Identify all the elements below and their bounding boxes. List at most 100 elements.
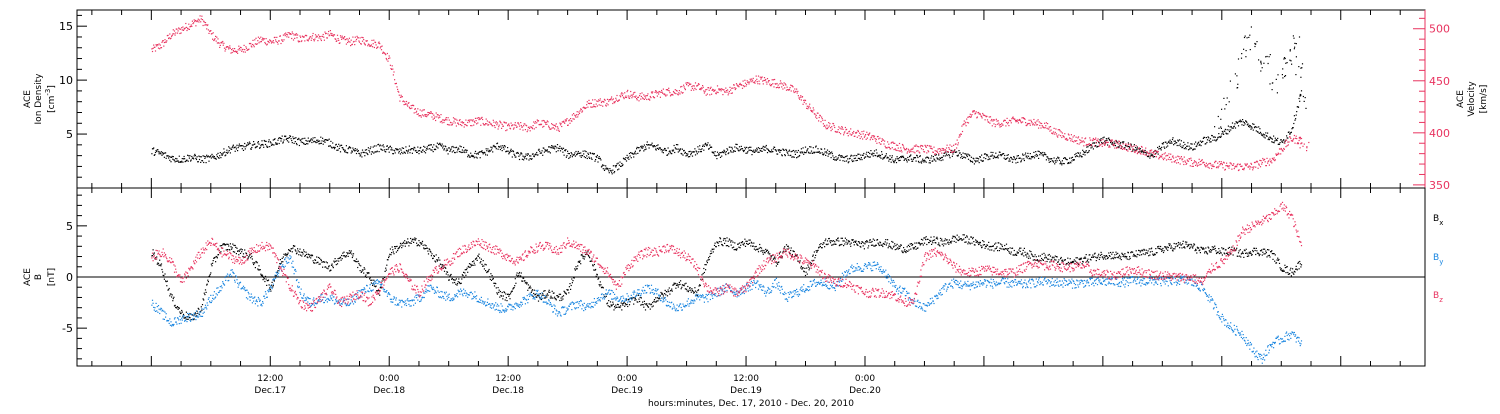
density-point: [942, 157, 943, 158]
density-point: [995, 153, 996, 154]
velocity-point: [571, 121, 572, 122]
velocity-point: [996, 121, 997, 122]
bx-point: [236, 253, 237, 254]
velocity-point: [705, 89, 706, 90]
velocity-point: [279, 40, 280, 41]
velocity-point: [780, 80, 781, 81]
velocity-point: [267, 44, 268, 45]
density-point: [522, 159, 523, 160]
density-point: [1263, 63, 1264, 64]
velocity-point: [328, 31, 329, 32]
bx-point: [203, 298, 204, 299]
density-point: [1249, 125, 1250, 126]
density-point: [296, 144, 297, 145]
bx-point: [589, 257, 590, 258]
density-point: [881, 151, 882, 152]
density-point: [316, 142, 317, 143]
density-point: [1029, 158, 1030, 159]
velocity-point: [684, 88, 685, 89]
density-point: [922, 159, 923, 160]
velocity-point: [644, 96, 645, 97]
density-point: [182, 162, 183, 163]
velocity-point: [625, 97, 626, 98]
velocity-point: [1301, 142, 1302, 143]
velocity-point: [748, 83, 749, 84]
bx-point: [333, 267, 334, 268]
velocity-point: [258, 42, 259, 43]
density-point: [748, 147, 749, 148]
bx-point: [518, 275, 519, 276]
velocity-point: [561, 123, 562, 124]
density-point: [272, 144, 273, 145]
density-point: [492, 151, 493, 152]
bx-point: [321, 262, 322, 263]
density-point: [625, 157, 626, 158]
bx-point: [399, 247, 400, 248]
density-point: [1033, 156, 1034, 157]
density-point: [247, 142, 248, 143]
bx-point: [434, 256, 435, 257]
velocity-point: [285, 33, 286, 34]
velocity-point: [982, 117, 983, 118]
velocity-point: [443, 119, 444, 120]
velocity-point: [607, 99, 608, 100]
density-point: [552, 147, 553, 148]
velocity-point: [1007, 118, 1008, 119]
velocity-point: [722, 89, 723, 90]
velocity-point: [1271, 160, 1272, 161]
density-point: [1276, 79, 1277, 80]
density-point: [1159, 146, 1160, 147]
velocity-point: [614, 102, 615, 103]
density-point: [707, 142, 708, 143]
velocity-point: [327, 33, 328, 34]
density-point: [1089, 150, 1090, 151]
density-point: [206, 162, 207, 163]
density-point: [580, 155, 581, 156]
bx-point: [241, 251, 242, 252]
density-point: [401, 152, 402, 153]
velocity-point: [598, 99, 599, 100]
velocity-point: [1290, 138, 1291, 139]
bx-point: [546, 295, 547, 296]
bx-point: [466, 269, 467, 270]
velocity-point: [845, 127, 846, 128]
velocity-point: [754, 83, 755, 84]
velocity-point: [368, 44, 369, 45]
density-point: [358, 150, 359, 151]
velocity-point: [1175, 157, 1176, 158]
density-point: [905, 158, 906, 159]
velocity-point: [958, 137, 959, 138]
velocity-point: [893, 143, 894, 144]
density-point: [457, 149, 458, 150]
velocity-point: [796, 89, 797, 90]
velocity-point: [551, 123, 552, 124]
velocity-point: [181, 32, 182, 33]
bx-point: [473, 260, 474, 261]
velocity-point: [373, 40, 374, 41]
bx-point: [404, 240, 405, 241]
velocity-point: [526, 125, 527, 126]
density-point: [263, 147, 264, 148]
density-point: [751, 154, 752, 155]
velocity-point: [367, 45, 368, 46]
density-point: [932, 160, 933, 161]
bx-point: [527, 290, 528, 291]
velocity-point: [829, 123, 830, 124]
density-point: [766, 145, 767, 146]
velocity-point: [564, 123, 565, 124]
velocity-point: [439, 117, 440, 118]
density-point: [1172, 139, 1173, 140]
density-point: [299, 145, 300, 146]
velocity-point: [675, 89, 676, 90]
velocity-point: [1164, 153, 1165, 154]
density-point: [487, 148, 488, 149]
velocity-point: [772, 83, 773, 84]
velocity-point: [807, 106, 808, 107]
density-point: [980, 157, 981, 158]
density-point: [236, 148, 237, 149]
bx-point: [587, 251, 588, 252]
density-point: [1012, 162, 1013, 163]
velocity-point: [1252, 167, 1253, 168]
bx-point: [181, 313, 182, 314]
density-point: [193, 158, 194, 159]
